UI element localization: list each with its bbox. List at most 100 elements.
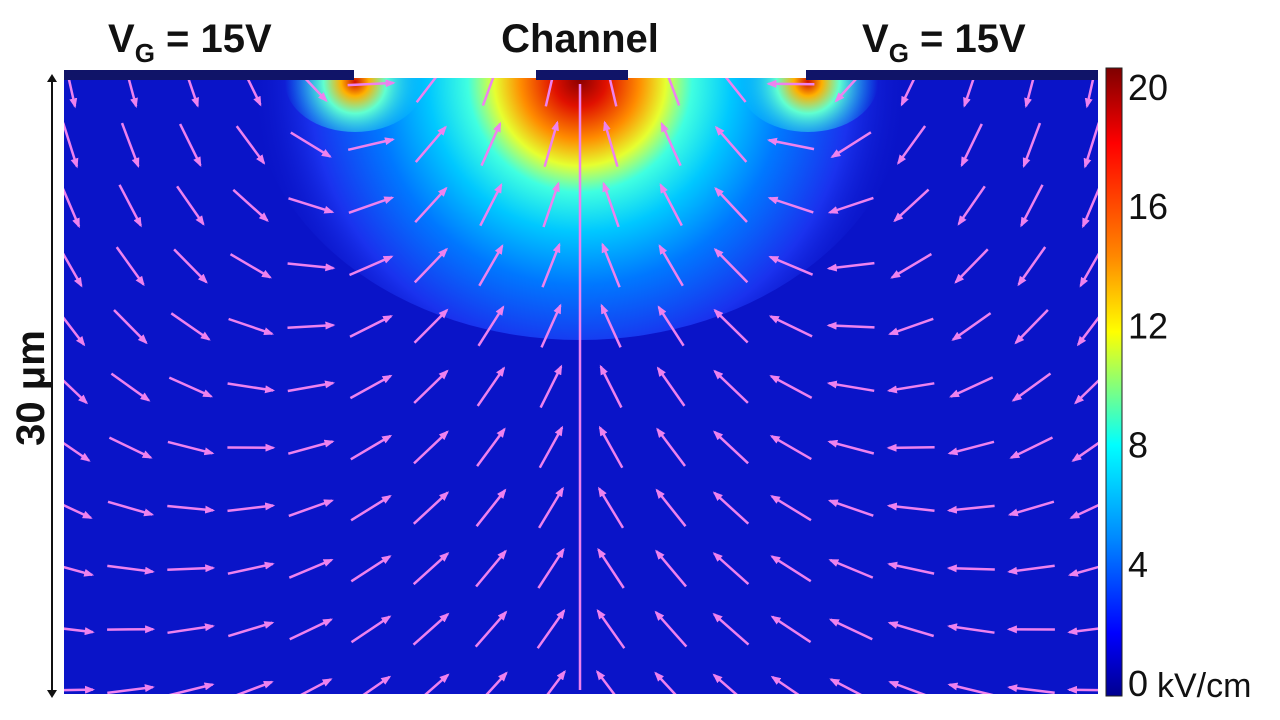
field-arrow bbox=[412, 612, 450, 646]
field-arrow bbox=[64, 685, 95, 694]
field-arrow bbox=[947, 623, 995, 634]
field-arrow bbox=[127, 78, 138, 109]
field-arrow bbox=[64, 627, 95, 636]
field-arrow bbox=[229, 253, 272, 279]
field-arrow bbox=[654, 671, 677, 694]
field-arrow bbox=[713, 430, 749, 465]
field-arrow bbox=[598, 425, 624, 469]
field-arrow bbox=[413, 308, 449, 344]
field-arrow bbox=[1081, 187, 1098, 229]
field-arrow bbox=[414, 186, 448, 224]
field-arrow bbox=[64, 379, 89, 405]
field-arrow bbox=[1014, 309, 1049, 345]
field-arrow bbox=[543, 120, 559, 168]
field-arrow bbox=[656, 366, 686, 407]
field-arrow bbox=[415, 78, 437, 103]
field-arrow bbox=[1007, 564, 1055, 575]
colorbar: 20 16 12 8 4 0 kV/cm bbox=[1105, 67, 1251, 705]
field-arrow bbox=[64, 504, 93, 520]
field-arrow bbox=[596, 608, 626, 649]
field-arrow bbox=[714, 186, 748, 223]
field-arrow bbox=[287, 439, 335, 455]
field-arrow bbox=[413, 247, 448, 284]
field-arrow bbox=[957, 185, 986, 226]
field-arrow bbox=[713, 369, 749, 404]
field-arrow bbox=[769, 435, 812, 461]
field-arrow bbox=[659, 183, 683, 227]
field-arrow bbox=[481, 78, 495, 107]
field-arrow bbox=[886, 443, 935, 452]
field-arrow bbox=[893, 188, 930, 223]
field-arrow bbox=[713, 247, 749, 284]
field-arrow bbox=[768, 315, 813, 338]
field-arrow bbox=[118, 184, 142, 228]
field-arrow bbox=[227, 382, 276, 394]
field-arrow bbox=[602, 181, 620, 228]
field-arrow bbox=[107, 500, 155, 517]
colorbar-gradient bbox=[1105, 67, 1123, 697]
field-arrow bbox=[1022, 122, 1042, 168]
field-arrow bbox=[362, 675, 392, 694]
field-arrow bbox=[540, 303, 562, 348]
field-arrow bbox=[227, 561, 275, 575]
depth-scale-bar bbox=[47, 74, 57, 698]
field-arrow bbox=[767, 196, 814, 214]
field-arrow bbox=[168, 682, 215, 694]
field-arrow bbox=[827, 439, 875, 455]
field-arrow bbox=[946, 504, 995, 514]
field-arrow bbox=[349, 314, 393, 338]
field-arrow bbox=[303, 78, 328, 103]
field-arrow bbox=[186, 78, 199, 108]
field-arrow bbox=[475, 488, 507, 527]
field-arrow bbox=[168, 376, 214, 398]
field-arrow bbox=[541, 242, 561, 288]
field-arrow bbox=[485, 671, 508, 694]
field-arrow bbox=[655, 549, 687, 588]
field-arrow bbox=[287, 262, 336, 272]
field-arrow bbox=[108, 436, 153, 459]
field-arrow bbox=[167, 440, 215, 456]
field-arrow bbox=[1069, 504, 1098, 520]
field-arrow bbox=[538, 486, 564, 529]
field-arrow bbox=[1011, 372, 1052, 402]
field-arrow bbox=[1074, 379, 1098, 405]
field-arrow bbox=[829, 678, 862, 694]
edge-hot-right bbox=[738, 78, 878, 132]
field-arrow bbox=[888, 680, 927, 694]
field-arrow bbox=[660, 121, 682, 167]
field-arrow bbox=[424, 673, 450, 694]
field-arrow bbox=[1071, 441, 1098, 462]
field-arrow bbox=[347, 137, 395, 152]
field-arrow bbox=[1084, 78, 1095, 109]
field-arrow bbox=[64, 441, 91, 462]
field-arrow bbox=[107, 684, 155, 694]
field-arrow bbox=[828, 618, 873, 641]
field-arrow bbox=[350, 434, 393, 461]
field-arrow bbox=[67, 78, 78, 109]
field-arrow bbox=[167, 564, 216, 573]
field-arrow bbox=[886, 382, 935, 394]
field-arrow bbox=[667, 78, 681, 106]
field-arrow bbox=[946, 564, 995, 573]
field-arrow bbox=[232, 188, 269, 222]
field-arrow bbox=[64, 122, 79, 169]
field-arrow bbox=[412, 491, 450, 525]
field-arrow bbox=[350, 555, 392, 583]
field-arrow bbox=[176, 185, 205, 226]
field-arrow bbox=[595, 670, 616, 694]
field-arrow bbox=[947, 682, 994, 694]
field-arrow bbox=[887, 561, 935, 575]
field-arrow bbox=[475, 549, 507, 588]
colorbar-tick-label: 4 bbox=[1128, 544, 1148, 585]
field-arrow bbox=[246, 78, 262, 107]
field-arrow bbox=[770, 495, 812, 522]
field-arrow bbox=[290, 131, 332, 158]
field-arrow bbox=[546, 669, 566, 694]
field-arrow bbox=[227, 621, 275, 638]
depth-label: 30 μm bbox=[9, 330, 53, 446]
field-arrow bbox=[1076, 316, 1098, 347]
field-arrow bbox=[713, 308, 749, 344]
field-arrow bbox=[288, 197, 335, 214]
field-arrow bbox=[300, 678, 333, 694]
field-arrow bbox=[287, 380, 336, 393]
